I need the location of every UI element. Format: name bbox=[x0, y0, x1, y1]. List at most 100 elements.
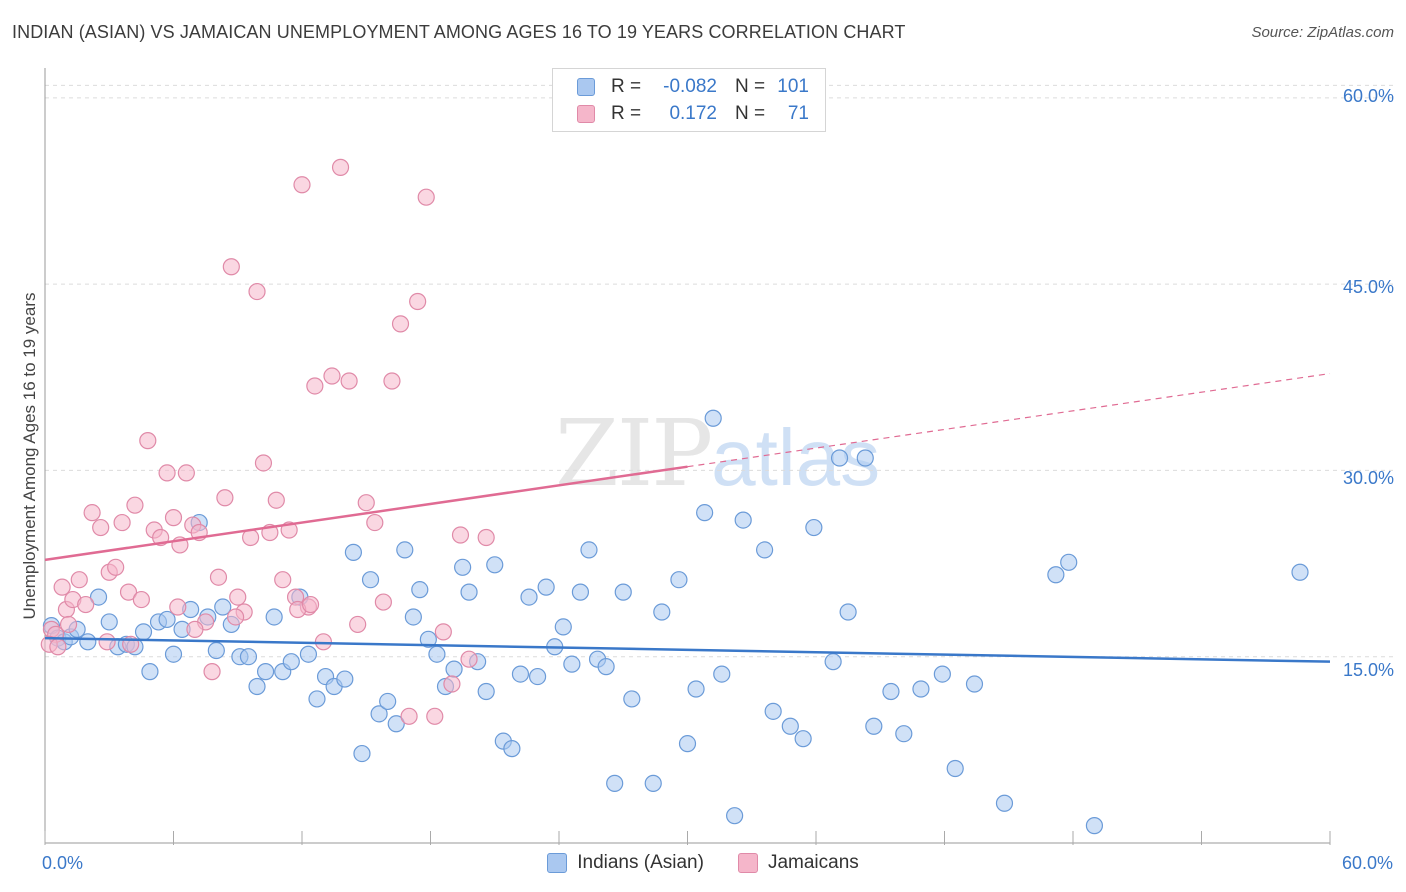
point-indians bbox=[571, 583, 590, 601]
series-legend: Indians (Asian) Jamaicans bbox=[0, 852, 1406, 874]
point-jamaicans bbox=[366, 513, 384, 532]
point-indians bbox=[623, 690, 641, 708]
point-indians bbox=[614, 583, 632, 601]
point-indians bbox=[839, 603, 857, 621]
point-indians bbox=[265, 608, 283, 626]
point-indians bbox=[1047, 566, 1065, 584]
legend-row-indians: R = -0.082 N = 101 bbox=[577, 75, 809, 99]
point-jamaicans bbox=[293, 176, 311, 194]
point-indians bbox=[164, 645, 183, 663]
point-indians bbox=[856, 449, 874, 467]
point-indians bbox=[882, 682, 900, 701]
watermark-zip: ZIP bbox=[555, 400, 713, 507]
point-jamaicans bbox=[222, 258, 240, 276]
point-jamaicans bbox=[248, 282, 266, 301]
point-indians bbox=[805, 518, 823, 537]
legend-item-indians[interactable]: Indians (Asian) bbox=[547, 852, 704, 874]
watermark: ZIPatlas bbox=[555, 400, 880, 507]
point-indians bbox=[134, 623, 153, 641]
legend-n-value: 71 bbox=[787, 103, 809, 124]
point-jamaicans bbox=[107, 558, 125, 576]
point-indians bbox=[563, 655, 581, 673]
point-indians bbox=[460, 583, 478, 601]
point-indians bbox=[299, 645, 318, 663]
point-indians bbox=[1291, 563, 1309, 581]
point-indians bbox=[419, 630, 437, 648]
point-indians bbox=[100, 613, 118, 631]
point-jamaicans bbox=[426, 707, 444, 725]
y-tick-label: 45.0% bbox=[1342, 277, 1394, 297]
trendline-indians bbox=[44, 636, 1331, 663]
point-indians bbox=[486, 556, 504, 574]
point-jamaicans bbox=[314, 633, 333, 651]
point-indians bbox=[428, 645, 446, 663]
legend-item-jamaicans[interactable]: Jamaicans bbox=[737, 852, 859, 874]
point-jamaicans bbox=[460, 650, 478, 668]
point-indians bbox=[687, 680, 705, 698]
point-indians bbox=[912, 680, 930, 698]
chart-title: INDIAN (ASIAN) VS JAMAICAN UNEMPLOYMENT … bbox=[12, 22, 906, 42]
point-indians bbox=[361, 571, 380, 589]
point-indians bbox=[764, 702, 782, 720]
point-indians bbox=[946, 759, 964, 778]
point-indians bbox=[704, 409, 722, 427]
point-indians bbox=[387, 715, 405, 733]
legend-swatch-blue bbox=[577, 78, 595, 96]
point-indians bbox=[503, 740, 521, 758]
point-indians bbox=[256, 663, 275, 681]
legend-r-value: 0.172 bbox=[669, 103, 717, 124]
point-indians bbox=[726, 807, 744, 825]
point-jamaicans bbox=[267, 491, 285, 509]
point-indians bbox=[794, 730, 812, 748]
point-jamaicans bbox=[53, 578, 71, 596]
point-indians bbox=[933, 665, 951, 683]
point-indians bbox=[528, 667, 547, 686]
y-tick-label: 15.0% bbox=[1342, 660, 1394, 680]
point-jamaicans bbox=[119, 583, 138, 601]
point-jamaicans bbox=[139, 432, 157, 450]
point-jamaicans bbox=[126, 496, 144, 514]
point-indians bbox=[597, 658, 615, 676]
point-indians bbox=[781, 717, 799, 735]
point-jamaicans bbox=[451, 526, 470, 544]
point-indians bbox=[158, 610, 176, 629]
point-jamaicans bbox=[434, 623, 452, 641]
point-jamaicans bbox=[374, 593, 392, 611]
point-jamaicans bbox=[229, 588, 247, 606]
y-axis-label: Unemployment Among Ages 16 to 19 years bbox=[20, 292, 39, 620]
point-indians bbox=[678, 735, 697, 753]
point-indians bbox=[995, 794, 1014, 812]
point-jamaicans bbox=[59, 615, 78, 634]
point-indians bbox=[965, 675, 984, 693]
point-jamaicans bbox=[357, 494, 375, 512]
point-indians bbox=[1085, 817, 1104, 835]
point-indians bbox=[89, 588, 108, 606]
point-jamaicans bbox=[227, 608, 245, 626]
point-indians bbox=[824, 653, 842, 671]
point-jamaicans bbox=[216, 489, 234, 507]
point-indians bbox=[207, 641, 225, 660]
point-indians bbox=[248, 677, 266, 696]
point-jamaicans bbox=[331, 158, 350, 176]
point-indians bbox=[353, 744, 371, 763]
source-label: Source: ZipAtlas.com bbox=[1251, 24, 1394, 41]
y-tick-label: 60.0% bbox=[1342, 86, 1394, 106]
point-indians bbox=[653, 603, 671, 621]
point-jamaicans bbox=[274, 571, 292, 589]
y-tick-label: 30.0% bbox=[1342, 468, 1394, 488]
legend-r-label: R = bbox=[611, 103, 642, 124]
point-indians bbox=[734, 511, 752, 529]
point-indians bbox=[644, 774, 662, 792]
point-indians bbox=[696, 504, 714, 522]
point-jamaicans bbox=[417, 188, 435, 206]
point-jamaicans bbox=[391, 315, 410, 333]
point-indians bbox=[379, 692, 397, 711]
point-jamaicans bbox=[132, 590, 150, 609]
legend-r-label: R = bbox=[611, 76, 642, 97]
point-indians bbox=[830, 449, 849, 467]
point-jamaicans bbox=[158, 464, 176, 482]
point-indians bbox=[520, 588, 538, 606]
point-indians bbox=[895, 725, 913, 743]
legend-n-label: N = bbox=[735, 76, 766, 97]
